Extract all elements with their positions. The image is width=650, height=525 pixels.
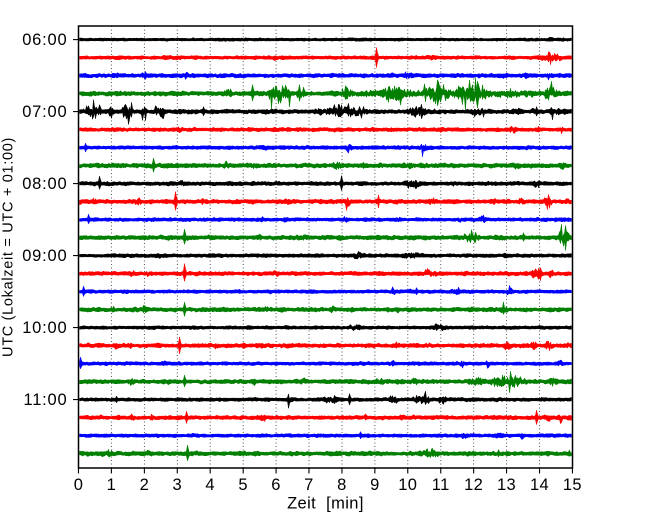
svg-text:1: 1: [107, 476, 117, 494]
svg-text:9: 9: [370, 476, 380, 494]
svg-text:6: 6: [271, 476, 281, 494]
svg-text:10:00: 10:00: [22, 319, 67, 337]
svg-text:11: 11: [432, 476, 450, 494]
svg-text:13: 13: [497, 476, 516, 494]
svg-text:4: 4: [205, 476, 215, 494]
svg-text:8: 8: [337, 476, 347, 494]
svg-text:11:00: 11:00: [23, 391, 67, 409]
svg-text:3: 3: [172, 476, 182, 494]
svg-text:2: 2: [140, 476, 150, 494]
svg-text:12: 12: [464, 476, 483, 494]
svg-text:08:00: 08:00: [22, 175, 67, 193]
svg-text:UTC (Lokalzeit = UTC + 01:00): UTC (Lokalzeit = UTC + 01:00): [0, 137, 16, 357]
svg-text:15: 15: [563, 476, 582, 494]
svg-text:7: 7: [304, 476, 314, 494]
svg-text:5: 5: [238, 476, 248, 494]
svg-text:10: 10: [398, 476, 417, 494]
svg-text:07:00: 07:00: [22, 103, 67, 121]
svg-text:06:00: 06:00: [22, 31, 67, 49]
svg-text:09:00: 09:00: [22, 247, 67, 265]
svg-text:Zeit [min]: Zeit [min]: [287, 494, 364, 512]
svg-text:14: 14: [530, 476, 549, 494]
svg-text:0: 0: [74, 476, 84, 494]
